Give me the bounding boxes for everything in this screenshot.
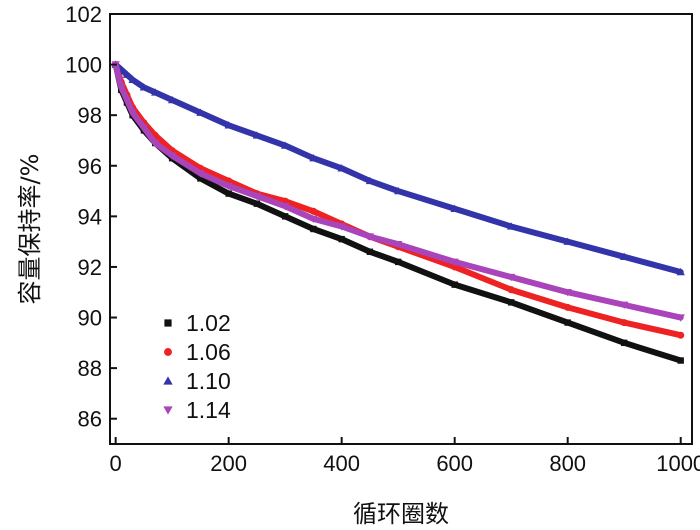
data-point-1.14-10	[117, 84, 126, 92]
y-tick-label-92: 92	[78, 255, 102, 280]
data-point-1.02-300	[281, 213, 289, 220]
x-tick-label-1000: 1000	[656, 451, 700, 476]
y-tick-label-100: 100	[65, 53, 102, 78]
y-tick-label-102: 102	[65, 2, 102, 27]
data-point-1.10-450	[365, 176, 375, 185]
series-1.14	[111, 61, 685, 322]
y-tick-label-94: 94	[78, 204, 102, 229]
legend-marker-1.06	[164, 348, 172, 356]
data-point-1.14-350	[309, 215, 318, 224]
data-point-1.14-700	[507, 273, 516, 282]
x-tick-label-0: 0	[110, 451, 122, 476]
legend-label-1.06: 1.06	[186, 339, 231, 365]
data-point-1.14-250	[252, 192, 262, 201]
data-point-1.02-700	[507, 299, 515, 306]
data-point-1.02-800	[564, 319, 571, 326]
data-point-1.02-450	[366, 248, 374, 255]
x-axis-title: 循环圈数	[353, 500, 449, 528]
y-axis-title: 容量保持率/%	[16, 154, 44, 305]
series-layer	[111, 60, 685, 364]
data-point-1.02-500	[394, 258, 402, 266]
data-point-1.10-900	[620, 252, 629, 261]
y-tick-label-88: 88	[78, 356, 102, 381]
data-point-1.10-50	[139, 83, 149, 91]
data-point-1.06-800	[564, 303, 572, 311]
data-point-1.14-30	[128, 109, 137, 117]
legend-label-1.14: 1.14	[186, 397, 231, 423]
data-point-1.02-900	[620, 339, 628, 347]
data-point-1.14-20	[122, 96, 132, 105]
series-1.10	[111, 60, 685, 276]
data-point-1.02-150	[197, 175, 204, 182]
data-point-1.14-200	[224, 182, 233, 191]
x-tick-label-400: 400	[323, 451, 360, 476]
series-line-1.14	[112, 61, 684, 321]
data-point-1.10-250	[252, 131, 262, 139]
y-tick-label-98: 98	[78, 103, 102, 128]
data-point-1.02-400	[338, 235, 345, 243]
data-point-1.14-1000	[676, 314, 685, 322]
data-point-1.02-200	[225, 190, 232, 197]
data-point-1.10-70	[151, 88, 160, 96]
data-point-1.14-50	[139, 124, 149, 132]
data-point-1.14-70	[151, 139, 160, 148]
data-point-1.06-350	[309, 207, 317, 215]
y-tick-label-90: 90	[78, 306, 102, 331]
data-point-1.02-250	[253, 200, 261, 207]
data-point-1.14-800	[563, 289, 572, 297]
data-point-1.10-30	[128, 75, 137, 83]
data-point-1.06-900	[620, 319, 628, 327]
data-point-1.10-350	[309, 154, 318, 162]
data-point-1.10-700	[507, 222, 516, 230]
data-point-1.14-400	[337, 223, 346, 231]
legend-marker-1.10	[163, 376, 173, 385]
data-point-1.10-300	[281, 141, 290, 149]
data-point-1.02-600	[451, 281, 458, 288]
data-point-1.10-500	[394, 186, 403, 195]
x-tick-label-800: 800	[549, 451, 586, 476]
data-point-1.10-800	[563, 237, 572, 245]
plot-frame	[109, 13, 693, 445]
data-point-1.06-700	[507, 286, 515, 294]
data-point-1.10-100	[167, 95, 177, 104]
legend-label-1.10: 1.10	[186, 368, 231, 394]
data-point-1.10-20	[122, 70, 132, 78]
data-point-1.10-1000	[676, 267, 685, 276]
data-point-1.10-600	[450, 204, 459, 212]
legend: 1.02 1.06 1.10 1.14	[163, 310, 231, 423]
data-point-1.14-500	[394, 240, 403, 249]
data-point-1.10-150	[196, 108, 205, 116]
data-point-1.02-1000	[677, 357, 684, 364]
x-tick-label-200: 200	[210, 451, 247, 476]
data-point-1.10-200	[224, 121, 233, 129]
data-point-1.14-150	[196, 170, 205, 178]
ticks-layer: 0 200 400 600 800 1000 86 88 90 92 94 96 98 100 102	[65, 2, 700, 476]
data-point-1.14-100	[167, 152, 177, 160]
data-point-1.14-900	[620, 301, 629, 310]
data-point-1.02-350	[310, 225, 317, 233]
x-tick-label-600: 600	[436, 451, 473, 476]
y-tick-label-96: 96	[78, 154, 102, 179]
data-point-1.14-600	[450, 258, 459, 267]
series-line-1.06	[112, 61, 684, 339]
y-tick-label-86: 86	[78, 407, 102, 432]
legend-marker-1.14	[163, 406, 173, 415]
data-point-1.14-450	[365, 233, 375, 241]
data-point-1.14-300	[281, 203, 290, 211]
legend-marker-1.02	[164, 319, 172, 327]
data-point-1.06-1000	[677, 331, 685, 339]
legend-label-1.02: 1.02	[186, 310, 231, 336]
data-point-1.10-400	[337, 164, 346, 172]
